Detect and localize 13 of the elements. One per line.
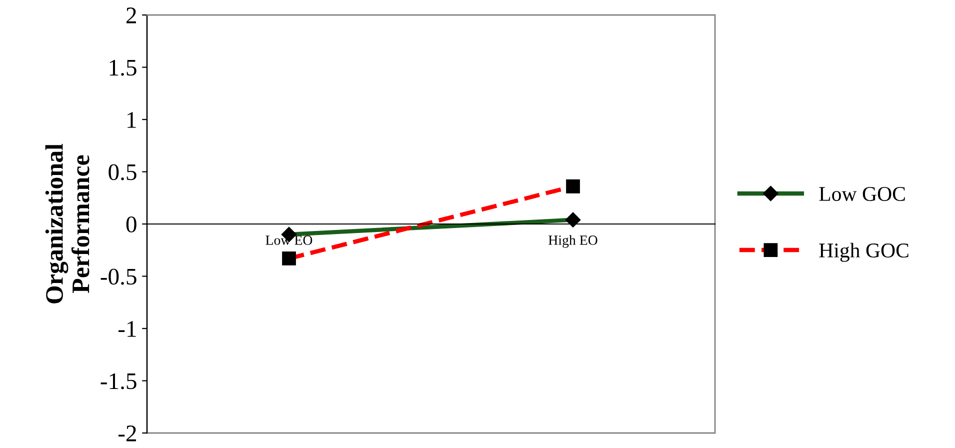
y-tick-label: -1 xyxy=(118,321,136,337)
legend-label: High GOC xyxy=(819,242,908,262)
y-tick-label: 2 xyxy=(126,8,136,24)
y-tick-label: 0 xyxy=(126,216,136,232)
y-tick-label: 0.5 xyxy=(108,164,136,180)
y-tick-label: 1 xyxy=(128,112,136,128)
legend-label: Low GOC xyxy=(819,186,905,201)
y-tick-label: -2 xyxy=(118,426,136,442)
y-tick-label: 1.5 xyxy=(110,60,136,76)
x-tick-label: High EO xyxy=(548,235,598,248)
y-tick-label: -1.5 xyxy=(100,373,136,390)
y-axis-title: Organizational Performance xyxy=(45,144,90,304)
y-tick-label: -0.5 xyxy=(100,268,136,285)
